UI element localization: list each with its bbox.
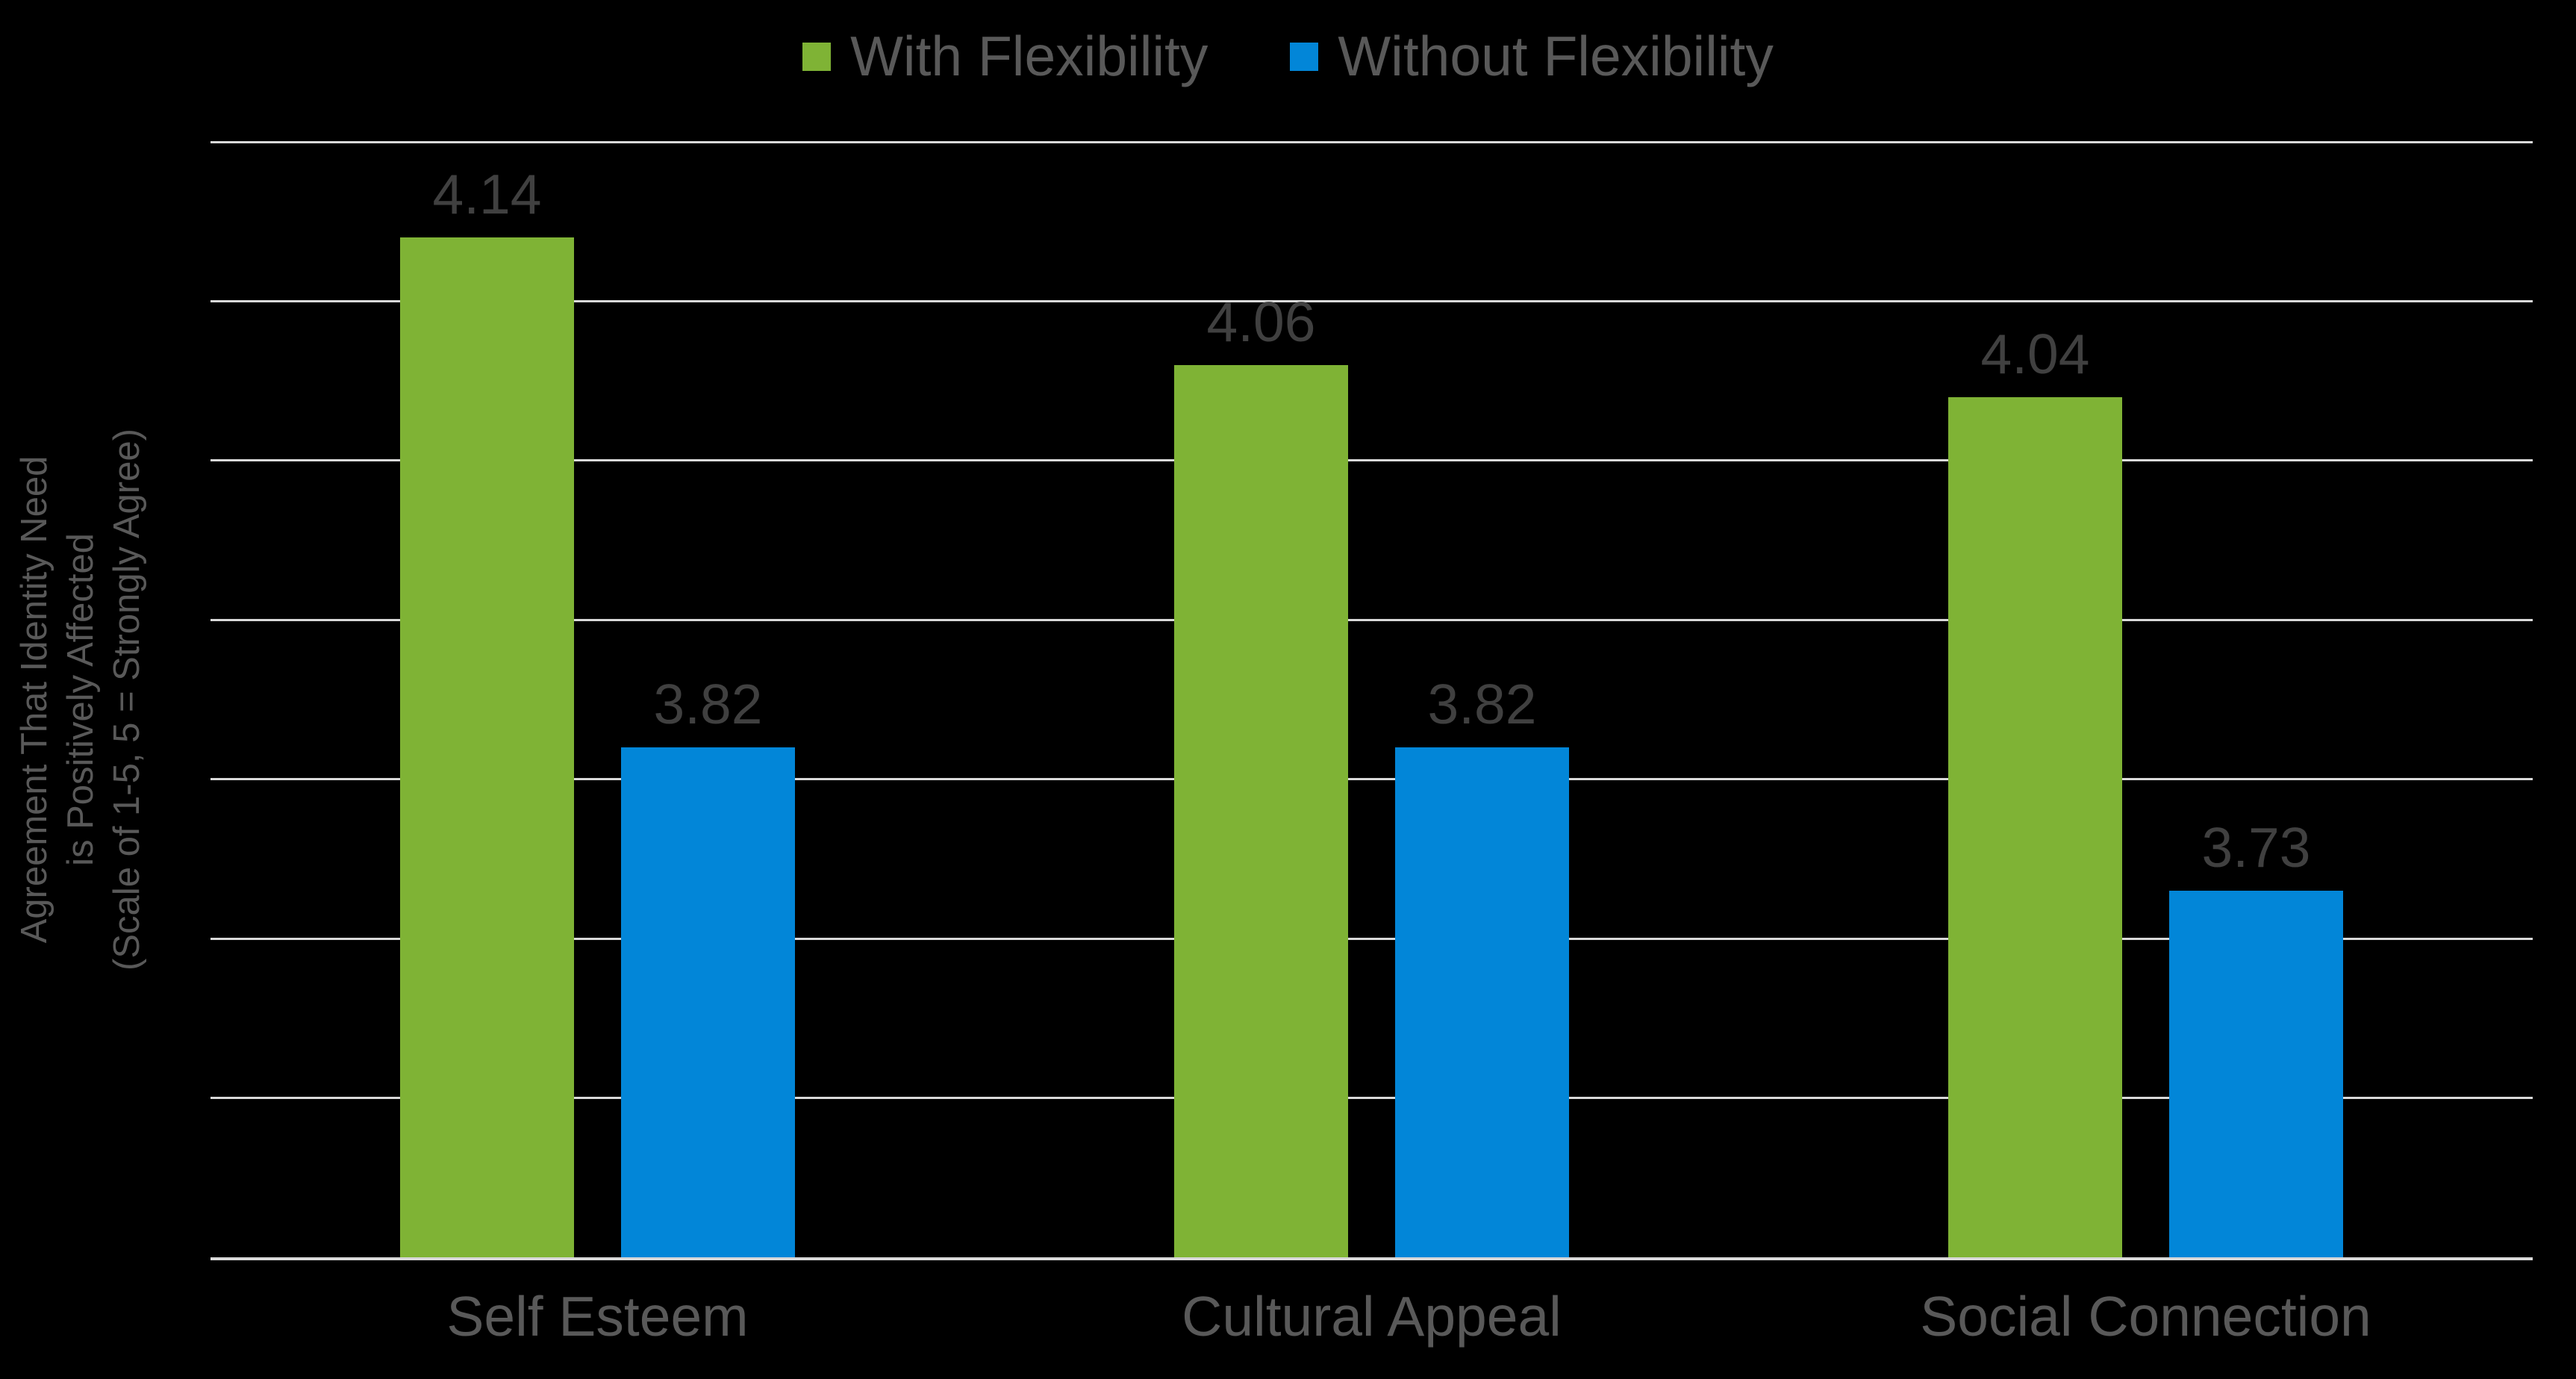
bar-group-cultural-appeal: 4.06 3.82 Cultural Appeal	[985, 142, 1759, 1345]
value-label: 4.14	[432, 163, 542, 226]
value-label: 3.82	[1427, 673, 1537, 736]
gridline	[210, 299, 2533, 302]
value-label: 4.06	[1206, 290, 1316, 353]
legend-label-without-flexibility: Without Flexibility	[1338, 25, 1774, 87]
bar-with-flexibility: 4.14	[400, 166, 574, 1257]
x-axis-line	[210, 1257, 2533, 1260]
bar-with-flexibility: 4.06	[1174, 293, 1348, 1257]
gridline	[210, 459, 2533, 462]
plot-area: 4.14 3.82 Self Esteem 4.06 3.82 Cultural Appe…	[210, 140, 2533, 1345]
y-axis-title-line-2: is Positively Affected	[60, 533, 101, 866]
y-axis-title-line-1: Agreement That Identity Need	[14, 455, 54, 944]
value-label: 4.04	[1980, 322, 2090, 385]
y-axis-title-line-3: (Scale of 1-5, 5 = Strongly Agree)	[107, 429, 147, 971]
category-label: Self Esteem	[446, 1285, 749, 1348]
bar-without-flexibility: 3.73	[2169, 820, 2343, 1257]
category-label: Cultural Appeal	[1182, 1285, 1562, 1348]
gridline	[210, 618, 2533, 621]
value-label: 3.82	[653, 673, 763, 736]
gridline	[210, 1097, 2533, 1100]
value-label: 3.73	[2201, 816, 2311, 880]
legend-swatch-with-flexibility	[802, 42, 832, 71]
legend-label-with-flexibility: With Flexibility	[850, 25, 1209, 87]
bar-group-social-connection: 4.04 3.73 Social Connection	[1759, 142, 2533, 1345]
gridline	[210, 937, 2533, 940]
gridline	[210, 778, 2533, 781]
legend-item-with-flexibility: With Flexibility	[802, 28, 1208, 84]
bar-with-flexibility: 4.04	[1948, 326, 2122, 1257]
bar-without-flexibility: 3.82	[1395, 676, 1569, 1257]
category-label: Social Connection	[1920, 1285, 2371, 1348]
y-axis-title: Agreement That Identity Need is Positive…	[11, 429, 150, 971]
bar-without-flexibility: 3.82	[621, 676, 795, 1257]
gridline	[210, 140, 2533, 143]
legend-swatch-without-flexibility	[1290, 42, 1319, 71]
bar-group-self-esteem: 4.14 3.82 Self Esteem	[210, 142, 985, 1345]
legend-item-without-flexibility: Without Flexibility	[1290, 25, 1774, 87]
bar-groups: 4.14 3.82 Self Esteem 4.06 3.82 Cultural Appe…	[210, 142, 2533, 1345]
chart-legend: With Flexibility Without Flexibility	[0, 28, 2576, 84]
